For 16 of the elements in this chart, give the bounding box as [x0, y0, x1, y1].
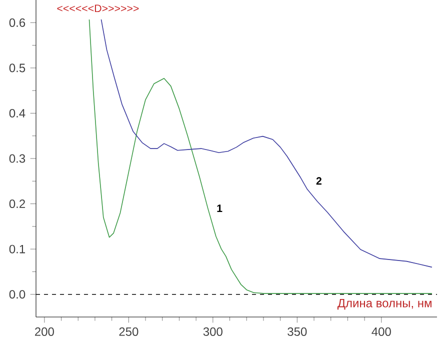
y-tick-label: 0.5: [9, 64, 26, 72]
x-tick-label: 250: [119, 327, 138, 336]
series-label: 1: [217, 204, 222, 212]
x-tick-label: 350: [288, 327, 307, 336]
y-tick-label: 0.1: [9, 244, 26, 254]
x-axis-title: Длина волны, нм: [337, 298, 432, 310]
y-tick-label: 0.2: [9, 200, 25, 208]
y-axis-title: <<<<<<D>>>>>>: [57, 4, 139, 12]
x-tick-label: 300: [203, 327, 222, 336]
y-tick-label: 0.0: [9, 290, 26, 299]
y-tick-label: 0.6: [9, 18, 26, 27]
x-tick-label: 400: [372, 327, 391, 336]
x-tick-label: 200: [35, 327, 54, 336]
y-tick-label: 0.4: [9, 108, 26, 118]
y-tick-label: 0.3: [9, 154, 26, 163]
series-label: 2: [316, 177, 322, 185]
